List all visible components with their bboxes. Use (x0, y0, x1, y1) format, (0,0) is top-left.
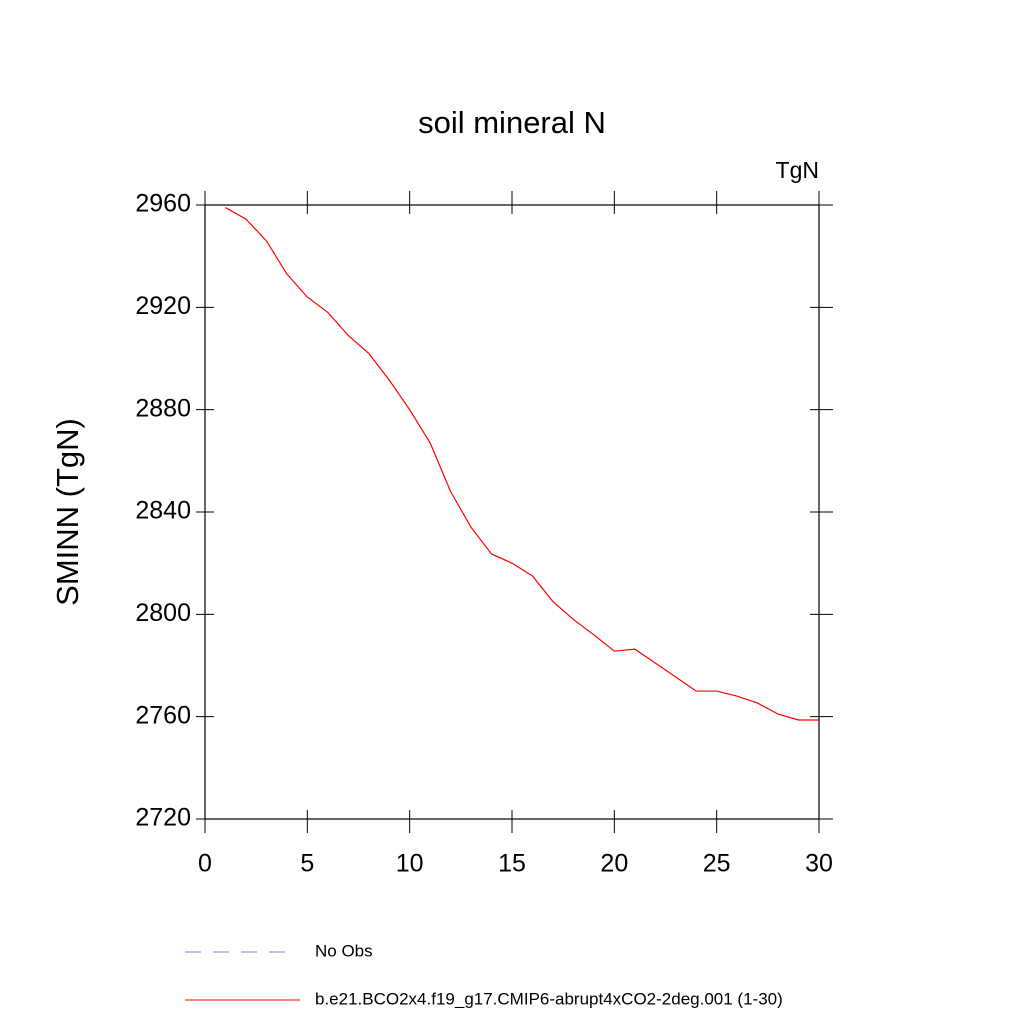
x-tick-label: 10 (396, 850, 424, 878)
units-label: TgN (776, 157, 819, 183)
x-tick-label: 0 (198, 850, 212, 878)
y-tick-label: 2960 (135, 190, 191, 218)
y-tick-label: 2800 (135, 599, 191, 627)
y-tick-label: 2720 (135, 804, 191, 832)
chart-title: soil mineral N (418, 105, 606, 140)
y-tick-label: 2880 (135, 394, 191, 422)
legend-label: b.e21.BCO2x4.f19_g17.CMIP6-abrupt4xCO2-2… (315, 989, 783, 1008)
x-tick-label: 5 (300, 850, 314, 878)
x-tick-label: 15 (498, 850, 526, 878)
data-line (225, 207, 819, 721)
y-tick-label: 2840 (135, 497, 191, 525)
x-tick-label: 30 (805, 850, 833, 878)
plot-frame (204, 204, 820, 820)
x-tick-label: 25 (703, 850, 731, 878)
legend-label: No Obs (315, 941, 373, 960)
y-axis-label: SMINN (TgN) (50, 418, 85, 606)
x-tick-label: 20 (600, 850, 628, 878)
y-tick-label: 2760 (135, 701, 191, 729)
y-tick-label: 2920 (135, 292, 191, 320)
